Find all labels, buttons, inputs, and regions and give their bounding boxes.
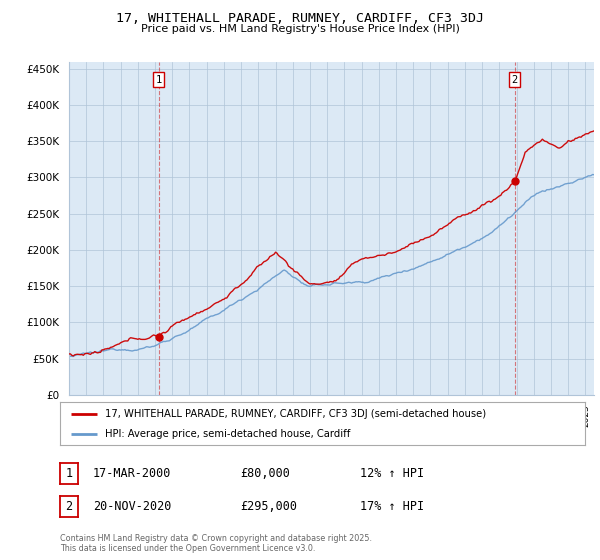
Text: 2: 2 bbox=[512, 74, 518, 85]
Text: 2: 2 bbox=[65, 500, 73, 514]
Text: 12% ↑ HPI: 12% ↑ HPI bbox=[360, 466, 424, 480]
Text: 17-MAR-2000: 17-MAR-2000 bbox=[93, 466, 172, 480]
Text: 17, WHITEHALL PARADE, RUMNEY, CARDIFF, CF3 3DJ (semi-detached house): 17, WHITEHALL PARADE, RUMNEY, CARDIFF, C… bbox=[104, 409, 486, 419]
Text: HPI: Average price, semi-detached house, Cardiff: HPI: Average price, semi-detached house,… bbox=[104, 430, 350, 439]
Text: 17, WHITEHALL PARADE, RUMNEY, CARDIFF, CF3 3DJ: 17, WHITEHALL PARADE, RUMNEY, CARDIFF, C… bbox=[116, 12, 484, 25]
Text: 1: 1 bbox=[65, 466, 73, 480]
Text: 20-NOV-2020: 20-NOV-2020 bbox=[93, 500, 172, 514]
Text: Contains HM Land Registry data © Crown copyright and database right 2025.
This d: Contains HM Land Registry data © Crown c… bbox=[60, 534, 372, 553]
Text: 17% ↑ HPI: 17% ↑ HPI bbox=[360, 500, 424, 514]
Text: £295,000: £295,000 bbox=[240, 500, 297, 514]
Text: £80,000: £80,000 bbox=[240, 466, 290, 480]
Text: Price paid vs. HM Land Registry's House Price Index (HPI): Price paid vs. HM Land Registry's House … bbox=[140, 24, 460, 34]
Text: 1: 1 bbox=[155, 74, 162, 85]
